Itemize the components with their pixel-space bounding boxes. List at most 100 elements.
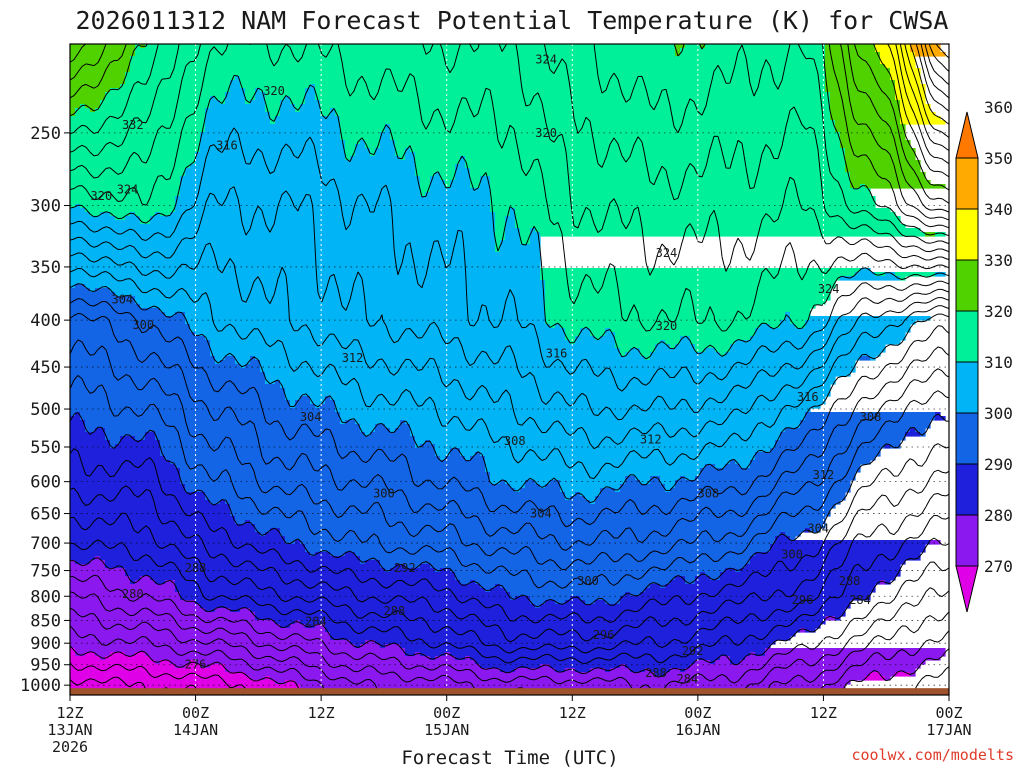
field-cell [725,464,741,469]
field-cell [430,188,491,193]
field-cell [715,348,731,353]
field-cell [235,356,251,361]
field-cell [70,280,546,285]
field-cell [690,340,736,345]
field-cell [805,628,816,633]
field-cell [360,424,376,429]
field-cell [105,92,226,97]
field-cell [175,204,491,209]
field-cell [135,52,676,57]
field-cell [890,444,901,449]
field-cell [470,184,481,189]
field-cell [895,672,911,677]
field-cell [830,92,896,97]
field-cell [70,392,286,397]
field-cell [70,412,76,417]
field-cell [70,52,136,57]
field-cell [180,188,421,193]
field-cell [130,64,826,69]
field-cell [380,140,396,145]
field-cell [105,432,146,437]
field-cell [845,164,921,169]
field-cell [465,656,471,661]
field-cell [70,588,176,593]
field-cell [70,436,106,441]
field-cell [330,552,346,557]
field-cell [75,560,91,565]
field-cell [695,576,711,581]
field-cell [430,656,436,661]
field-cell [540,232,926,237]
field-cell [560,324,761,329]
field-cell [205,108,266,113]
field-cell [510,592,626,597]
field-cell [880,580,886,585]
colorbar-swatch [955,157,979,210]
field-cell [365,432,371,437]
field-cell [665,340,681,345]
field-cell [480,664,541,669]
field-cell [70,64,131,69]
field-cell [895,88,926,93]
field-cell [465,160,846,165]
field-cell [200,604,536,609]
field-cell [695,660,711,665]
field-cell [70,212,91,217]
field-cell [180,184,421,189]
field-cell [230,512,831,517]
field-cell [830,108,901,113]
field-cell [155,212,161,217]
field-cell [390,568,436,573]
contour-label: 296 [792,593,814,607]
colorbar-legend: 270 280 290 300 310 320 330 340 350 360 [955,98,1013,613]
credit-link[interactable]: coolwx.com/modelts [851,746,1014,764]
field-cell [230,80,241,85]
field-cell [70,468,181,473]
field-cell [180,472,491,477]
colorbar-label: 300 [984,404,1013,423]
field-cell [450,652,751,657]
field-cell [260,88,306,93]
field-cell [785,532,801,537]
colorbar-label: 270 [984,557,1013,576]
field-cell [900,276,906,281]
field-cell [785,428,911,433]
field-cell [190,164,416,169]
field-cell [770,448,881,453]
field-cell [160,448,436,453]
field-cell [70,548,306,553]
contour-label: 320 [91,189,113,203]
field-cell [265,372,851,377]
colorbar-label: 340 [984,200,1013,219]
field-cell [665,484,676,489]
field-cell [845,160,921,165]
y-tick-label: 500 [30,400,61,420]
field-cell [270,676,866,681]
field-cell [700,44,706,49]
field-cell [70,316,186,321]
field-cell [620,600,851,605]
field-cell [540,268,861,273]
field-cell [265,104,281,109]
field-cell [385,424,401,429]
y-axis-pressure: 250 300 350 400 450 500 550 600 650 700 750 800 850 9… [20,124,70,696]
field-cell [390,428,396,433]
field-cell [835,124,906,129]
field-cell [70,556,96,561]
field-cell [145,436,156,441]
field-cell [890,76,921,81]
field-cell [250,100,266,105]
field-cell [305,548,771,553]
field-cell [460,452,476,457]
field-cell [555,324,561,329]
field-cell [100,104,211,109]
field-cell [395,564,406,569]
field-cell [175,464,486,469]
field-cell [540,664,551,669]
field-cell [135,580,156,585]
field-cell [185,320,546,325]
field-cell [620,348,631,353]
contour-label: 308 [504,434,526,448]
field-cell [255,96,266,101]
field-cell [355,148,371,153]
